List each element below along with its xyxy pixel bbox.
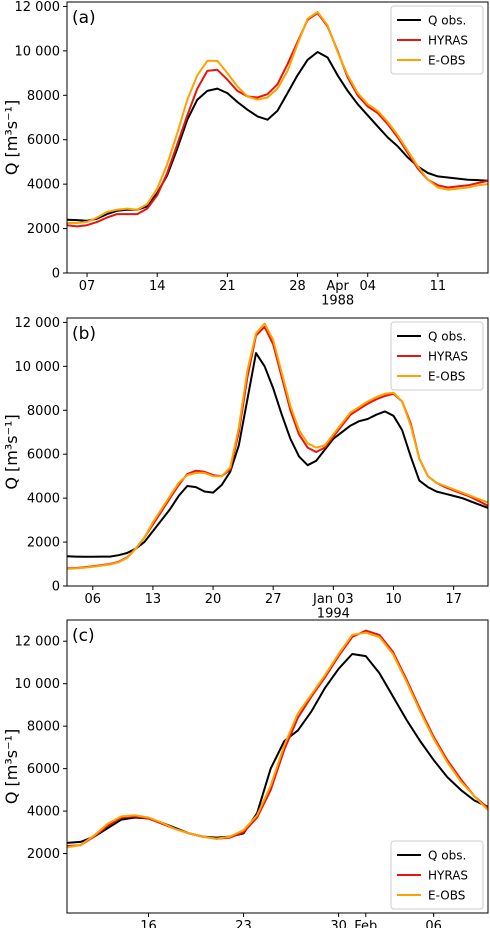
y-tick-label: 6000 (27, 133, 60, 148)
series-line (67, 629, 488, 848)
y-tick-label: 4000 (27, 805, 60, 820)
y-tick-label: 10 000 (15, 44, 61, 59)
y-tick-label: 10 000 (15, 677, 61, 692)
series-line (67, 653, 488, 844)
x-tick-label: Feb1995 (349, 919, 382, 928)
y-tick-label: 4000 (27, 178, 60, 193)
legend-label: E-OBS (428, 54, 465, 68)
x-tick-label: 27 (265, 592, 282, 607)
y-tick-label: 12 000 (15, 635, 61, 650)
series-line (67, 11, 488, 224)
x-tick-label: 28 (289, 279, 306, 294)
y-tick-label: 2000 (27, 847, 60, 862)
x-tick-label: Apr 1988 (321, 279, 354, 308)
y-tick-label: 2000 (27, 222, 60, 237)
x-tick-label: 11 (430, 279, 447, 294)
x-tick-label: 20 (205, 592, 222, 607)
y-tick-label: 2000 (27, 536, 60, 551)
series-line (67, 322, 488, 570)
panel-label: (b) (72, 324, 96, 344)
panel-label: (c) (72, 626, 95, 646)
x-tick-label: 04 (359, 279, 376, 294)
x-tick-label: 13 (145, 592, 162, 607)
y-axis-label: Q [m³s⁻¹] (2, 100, 21, 175)
y-tick-label: 12 000 (15, 0, 61, 15)
x-tick-label: 06 (85, 592, 102, 607)
legend-box (390, 321, 484, 391)
legend-label: Q obs. (428, 330, 466, 344)
legend-label: E-OBS (428, 370, 465, 384)
y-tick-label: 0 (52, 267, 60, 282)
y-axis-label: Q [m³s⁻¹] (2, 414, 21, 489)
legend-label: HYRAS (428, 869, 468, 883)
series-line (67, 51, 488, 222)
plot-frame (66, 317, 489, 587)
y-tick-label: 10 000 (15, 360, 61, 375)
x-tick-label: 23 (235, 919, 252, 928)
series-line (67, 631, 488, 849)
legend-box (390, 840, 484, 910)
x-tick-label: 21 (219, 279, 236, 294)
series-line (67, 12, 488, 228)
y-tick-label: 0 (52, 580, 60, 595)
y-tick-label: 8000 (27, 89, 60, 104)
legend-label: HYRAS (428, 350, 468, 364)
y-tick-label: 6000 (27, 762, 60, 777)
x-tick-label: Jan 03 1994 (312, 592, 354, 621)
y-tick-label: 12 000 (15, 316, 61, 331)
y-axis-label: Q [m³s⁻¹] (2, 729, 21, 804)
x-tick-label: 16 (140, 919, 157, 928)
legend-label: HYRAS (428, 34, 468, 48)
y-tick-label: 4000 (27, 492, 60, 507)
legend-label: E-OBS (428, 889, 465, 903)
panel-label: (a) (72, 8, 96, 28)
legend-label: Q obs. (428, 14, 466, 28)
x-tick-label: 10 (385, 592, 402, 607)
y-tick-label: 6000 (27, 448, 60, 463)
plot-frame (66, 619, 489, 914)
y-tick-label: 8000 (27, 720, 60, 735)
x-tick-label: 14 (149, 279, 166, 294)
legend-box (390, 5, 484, 75)
plot-frame (66, 1, 489, 274)
y-tick-label: 8000 (27, 404, 60, 419)
x-tick-label: 30 (330, 919, 347, 928)
legend-label: Q obs. (428, 849, 466, 863)
x-tick-label: 06 (425, 919, 442, 928)
x-tick-label: 07 (79, 279, 96, 294)
x-tick-label: 17 (445, 592, 462, 607)
